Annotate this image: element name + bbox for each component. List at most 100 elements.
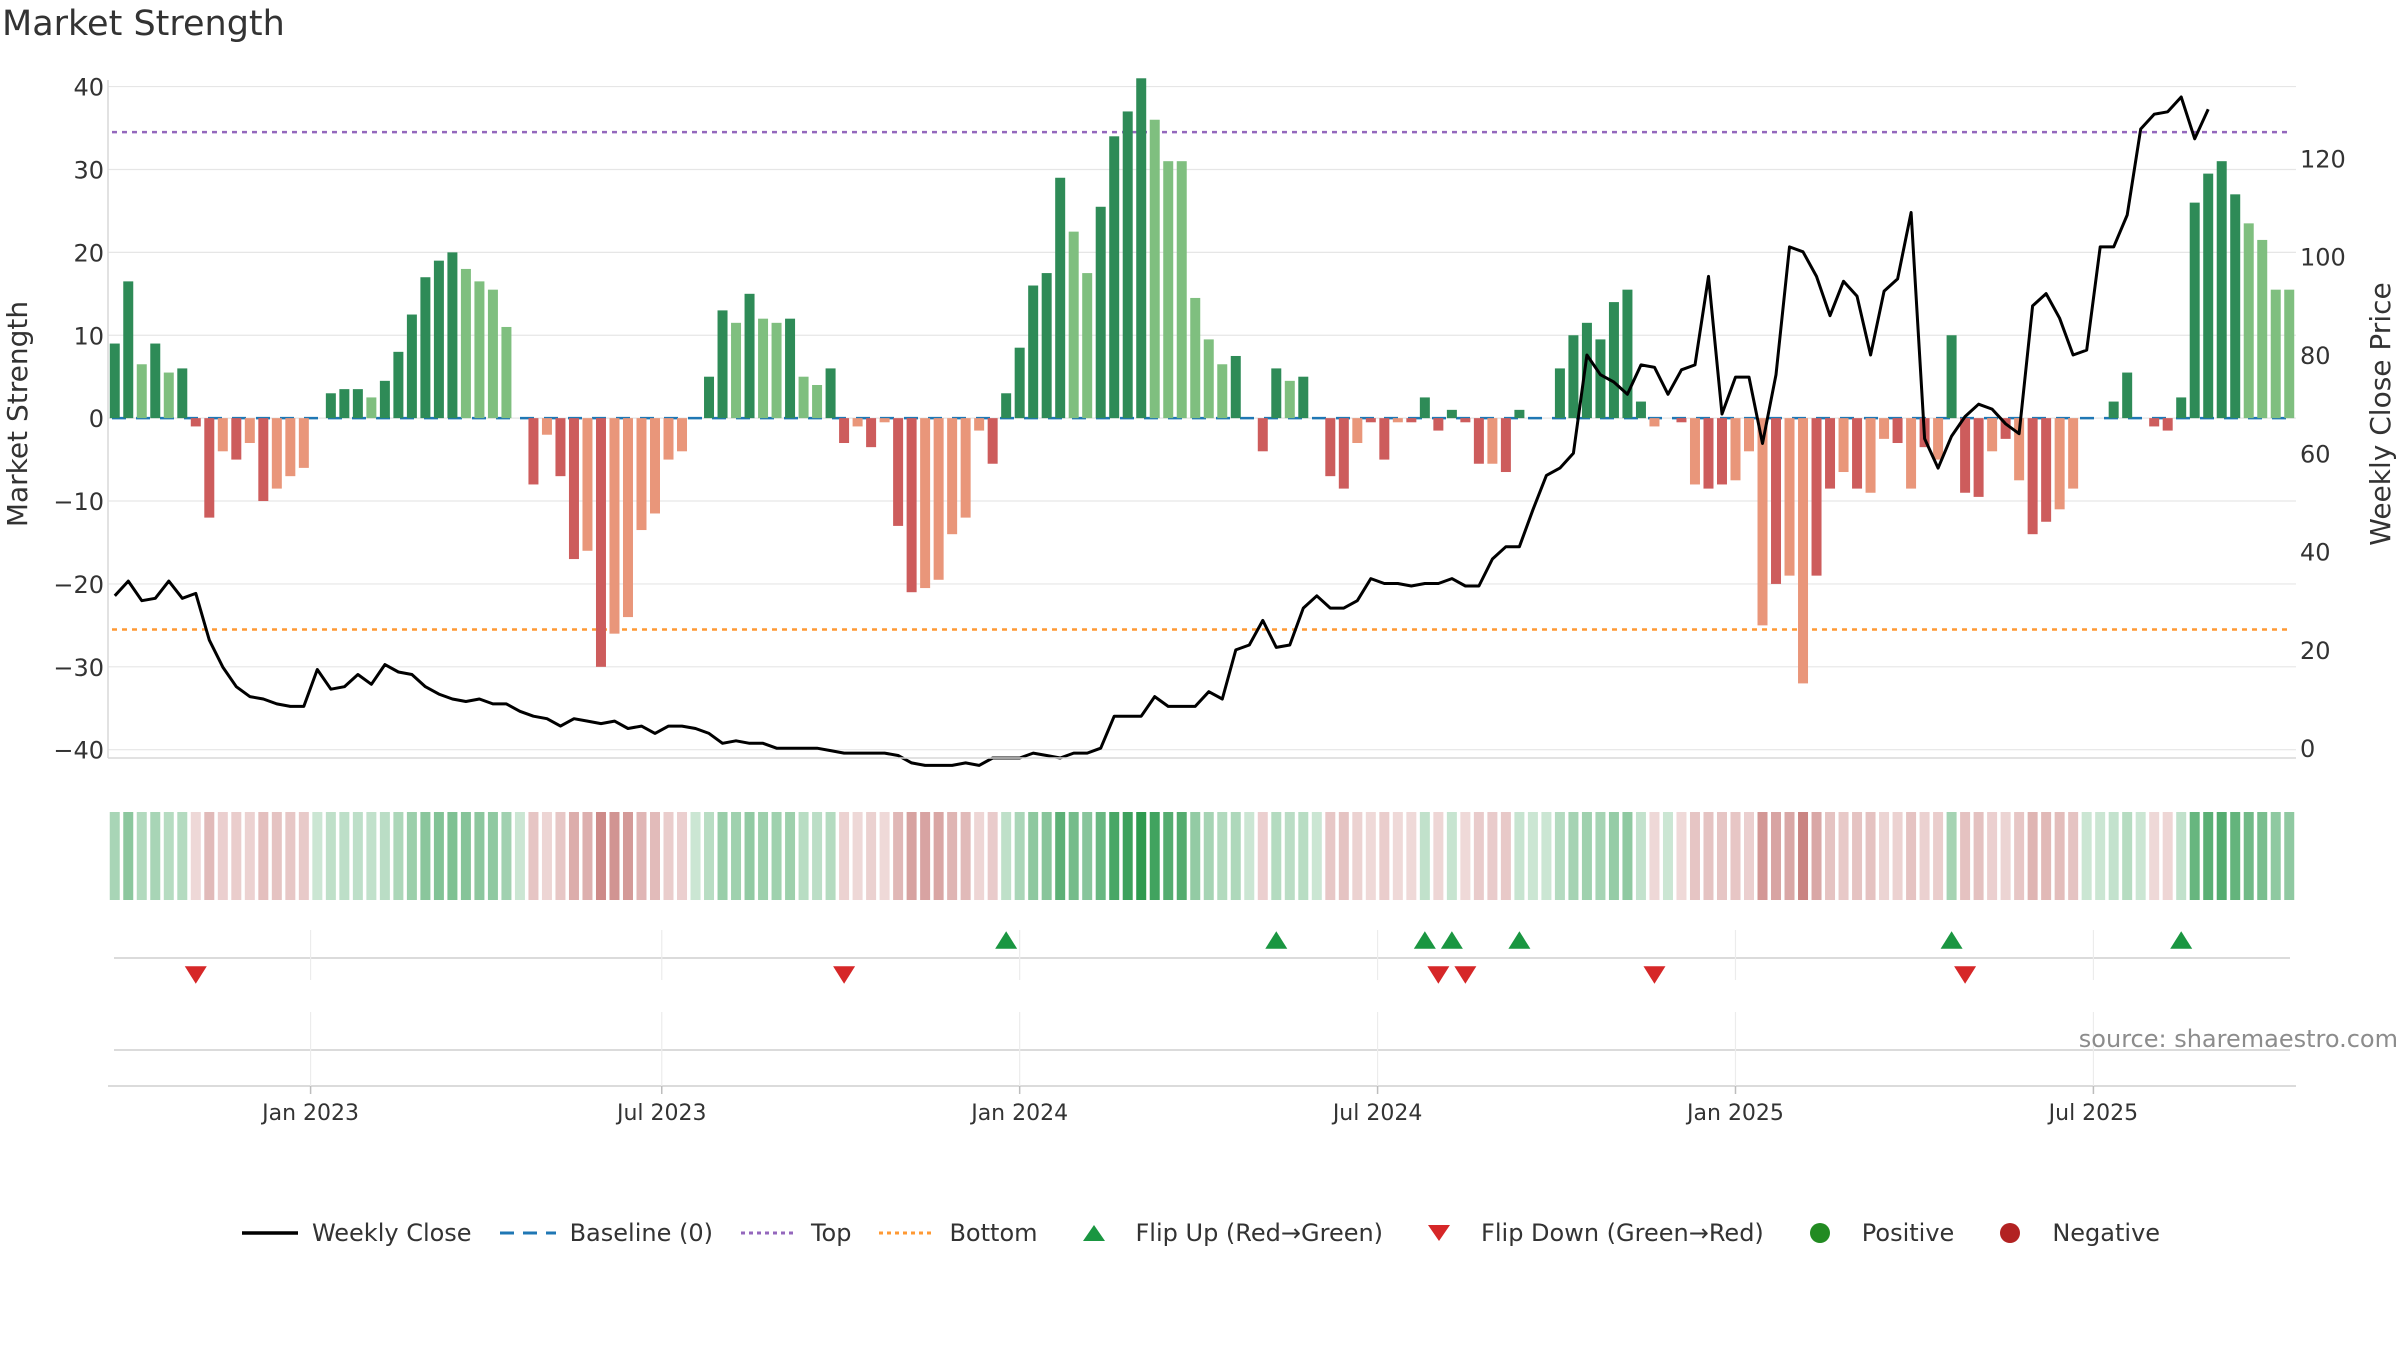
x-tick-label: Jul 2023 bbox=[615, 1101, 707, 1126]
heat-cell bbox=[1879, 812, 1890, 900]
strength-bar bbox=[1460, 418, 1471, 423]
legend-label: Top bbox=[810, 1219, 852, 1247]
heat-cell bbox=[1284, 812, 1295, 900]
strength-bar bbox=[1946, 335, 1957, 419]
strength-bar bbox=[298, 418, 309, 468]
heat-cell bbox=[906, 812, 917, 900]
strength-bar bbox=[717, 310, 728, 419]
legend-line-icon bbox=[241, 1231, 298, 1235]
heat-cell bbox=[1473, 812, 1484, 900]
strength-bar bbox=[150, 343, 161, 419]
heat-cell bbox=[244, 812, 255, 900]
right-tick-label: 120 bbox=[2300, 145, 2346, 173]
heat-cell bbox=[231, 812, 242, 900]
strength-bar bbox=[812, 384, 823, 419]
heat-cell bbox=[1500, 812, 1511, 900]
strength-bar bbox=[285, 418, 296, 477]
legend-item[interactable]: Negative bbox=[1980, 1219, 2160, 1247]
strength-bar bbox=[487, 289, 498, 419]
legend: Weekly Close Baseline (0) Top Bottom Flip Up… bbox=[0, 1208, 2400, 1258]
legend-item[interactable]: Flip Down (Green→Red) bbox=[1409, 1219, 1764, 1247]
legend-item[interactable]: Baseline (0) bbox=[498, 1219, 713, 1247]
heat-cell bbox=[2203, 812, 2214, 900]
strength-bar bbox=[2000, 418, 2011, 439]
strength-bar bbox=[1055, 177, 1066, 419]
strength-bar bbox=[1514, 409, 1525, 419]
heat-cell bbox=[1933, 812, 1944, 900]
legend-item[interactable]: Positive bbox=[1790, 1219, 1954, 1247]
strength-bar bbox=[1730, 418, 1741, 481]
legend-item[interactable]: Flip Up (Red→Green) bbox=[1064, 1219, 1383, 1247]
right-tick-label: 80 bbox=[2300, 342, 2331, 370]
strength-bar bbox=[1149, 119, 1160, 419]
strength-bar bbox=[2108, 401, 2119, 419]
left-tick-label: 30 bbox=[73, 156, 104, 184]
strength-bar bbox=[1028, 285, 1039, 419]
heat-cell bbox=[312, 812, 323, 900]
heat-cell bbox=[1554, 812, 1565, 900]
strength-bar bbox=[582, 418, 593, 551]
strength-bar bbox=[1798, 418, 1809, 684]
legend-item[interactable]: Weekly Close bbox=[240, 1219, 472, 1247]
heat-cell bbox=[433, 812, 444, 900]
legend-item[interactable]: Bottom bbox=[877, 1219, 1038, 1247]
strength-bar bbox=[568, 418, 579, 560]
flip-up-marker bbox=[2170, 931, 2193, 949]
strength-bar bbox=[2230, 194, 2241, 419]
legend-item[interactable]: Top bbox=[739, 1219, 852, 1247]
heat-cell bbox=[379, 812, 390, 900]
y2-axis-title: Weekly Close Price bbox=[2364, 282, 2397, 545]
strength-bar bbox=[1325, 418, 1336, 477]
flip-down-marker bbox=[833, 966, 856, 984]
legend-circle bbox=[1809, 1223, 1830, 1243]
heat-cell bbox=[2122, 812, 2133, 900]
heat-cell bbox=[2041, 812, 2052, 900]
heat-cell bbox=[1136, 812, 1147, 900]
right-tick-label: 40 bbox=[2300, 539, 2331, 567]
strength-bar bbox=[1960, 418, 1971, 493]
strength-bar bbox=[798, 376, 809, 419]
grid-lines bbox=[108, 85, 2296, 751]
heat-strip bbox=[109, 812, 2295, 900]
strength-bar bbox=[1757, 418, 1768, 626]
heat-cell bbox=[1581, 812, 1592, 900]
heat-cell bbox=[785, 812, 796, 900]
heat-cell bbox=[541, 812, 552, 900]
strength-bar bbox=[2203, 173, 2214, 419]
strength-bar bbox=[501, 326, 512, 419]
heat-cell bbox=[339, 812, 350, 900]
strength-bar bbox=[1879, 418, 1890, 439]
strength-bar bbox=[852, 418, 863, 427]
heat-cell bbox=[650, 812, 660, 900]
strength-bar bbox=[1784, 418, 1795, 576]
heat-cell bbox=[2108, 812, 2119, 900]
heat-cell bbox=[1716, 812, 1727, 900]
flip-down-marker bbox=[184, 966, 207, 984]
heat-cell bbox=[1811, 812, 1822, 900]
strength-bar bbox=[541, 418, 552, 435]
heat-cell bbox=[1392, 812, 1403, 900]
strength-bar bbox=[2257, 239, 2268, 419]
strength-bar bbox=[2284, 289, 2295, 419]
heat-cell bbox=[1757, 812, 1768, 900]
heat-cell bbox=[204, 812, 215, 900]
heat-cell bbox=[1298, 812, 1309, 900]
heat-cell bbox=[1744, 812, 1754, 900]
strength-bar bbox=[366, 397, 377, 419]
heat-cell bbox=[568, 812, 579, 900]
legend-dot-icon bbox=[740, 1231, 797, 1235]
strength-bar bbox=[622, 418, 633, 618]
heat-cell bbox=[2257, 812, 2268, 900]
heat-cell bbox=[1338, 812, 1349, 900]
strength-bar bbox=[1568, 335, 1579, 419]
heat-cell bbox=[1595, 812, 1606, 900]
strength-bar bbox=[663, 418, 674, 460]
strength-bar bbox=[2162, 418, 2173, 431]
strength-bar bbox=[1338, 418, 1349, 489]
heat-cell bbox=[366, 812, 377, 900]
heat-cell bbox=[2054, 812, 2065, 900]
heat-cell bbox=[2230, 812, 2241, 900]
heat-cell bbox=[1082, 812, 1093, 900]
heat-cell bbox=[1541, 812, 1552, 900]
heat-cell bbox=[393, 812, 404, 900]
